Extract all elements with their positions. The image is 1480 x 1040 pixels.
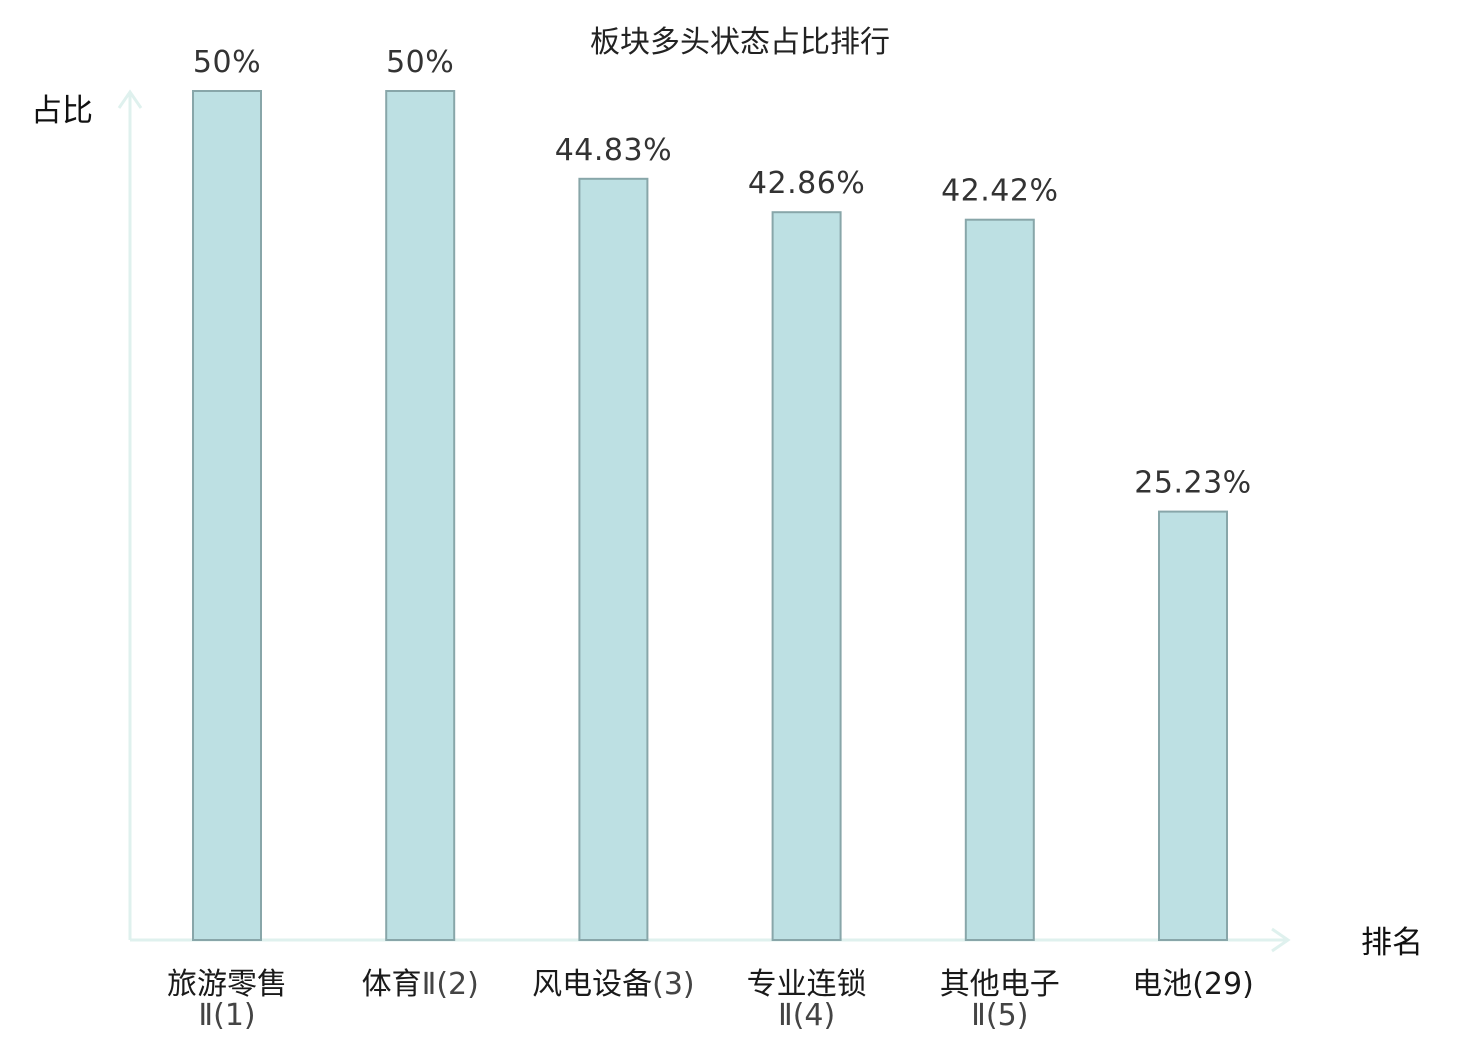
- value-label-1: 50%: [193, 45, 261, 80]
- value-label-4: 42.86%: [748, 166, 865, 201]
- category-label-3: 风电设备(3): [532, 967, 695, 1002]
- x-axis-label: 排名: [1361, 925, 1423, 961]
- category-label-6: 电池(29): [1132, 967, 1254, 1002]
- bar-4: [771, 211, 842, 941]
- category-label-5: 其他电子 Ⅱ(5): [940, 967, 1060, 1033]
- bar-1: [192, 90, 262, 941]
- bars-group: 50% 旅游零售 Ⅱ(1) 50% 体育Ⅱ(2) 44.83% 风电设备(3) 42.86% 专…: [167, 45, 1254, 1033]
- y-axis-label: 占比: [31, 93, 93, 129]
- category-label-1: 旅游零售 Ⅱ(1): [167, 967, 287, 1033]
- bar-3: [578, 177, 649, 942]
- category-label-4: 专业连锁 Ⅱ(4): [747, 967, 867, 1033]
- value-label-5: 42.42%: [941, 174, 1058, 209]
- category-label-2: 体育Ⅱ(2): [362, 967, 479, 1002]
- value-label-6: 25.23%: [1134, 466, 1251, 501]
- x-axis-arrow: [1271, 927, 1291, 953]
- bar-2: [385, 90, 456, 941]
- bar-6: [1158, 510, 1228, 941]
- value-label-2: 50%: [386, 45, 454, 80]
- value-label-3: 44.83%: [555, 133, 672, 168]
- bar-5: [964, 218, 1035, 941]
- chart-title: 板块多头状态占比排行: [590, 25, 890, 60]
- y-axis-arrow: [117, 89, 143, 109]
